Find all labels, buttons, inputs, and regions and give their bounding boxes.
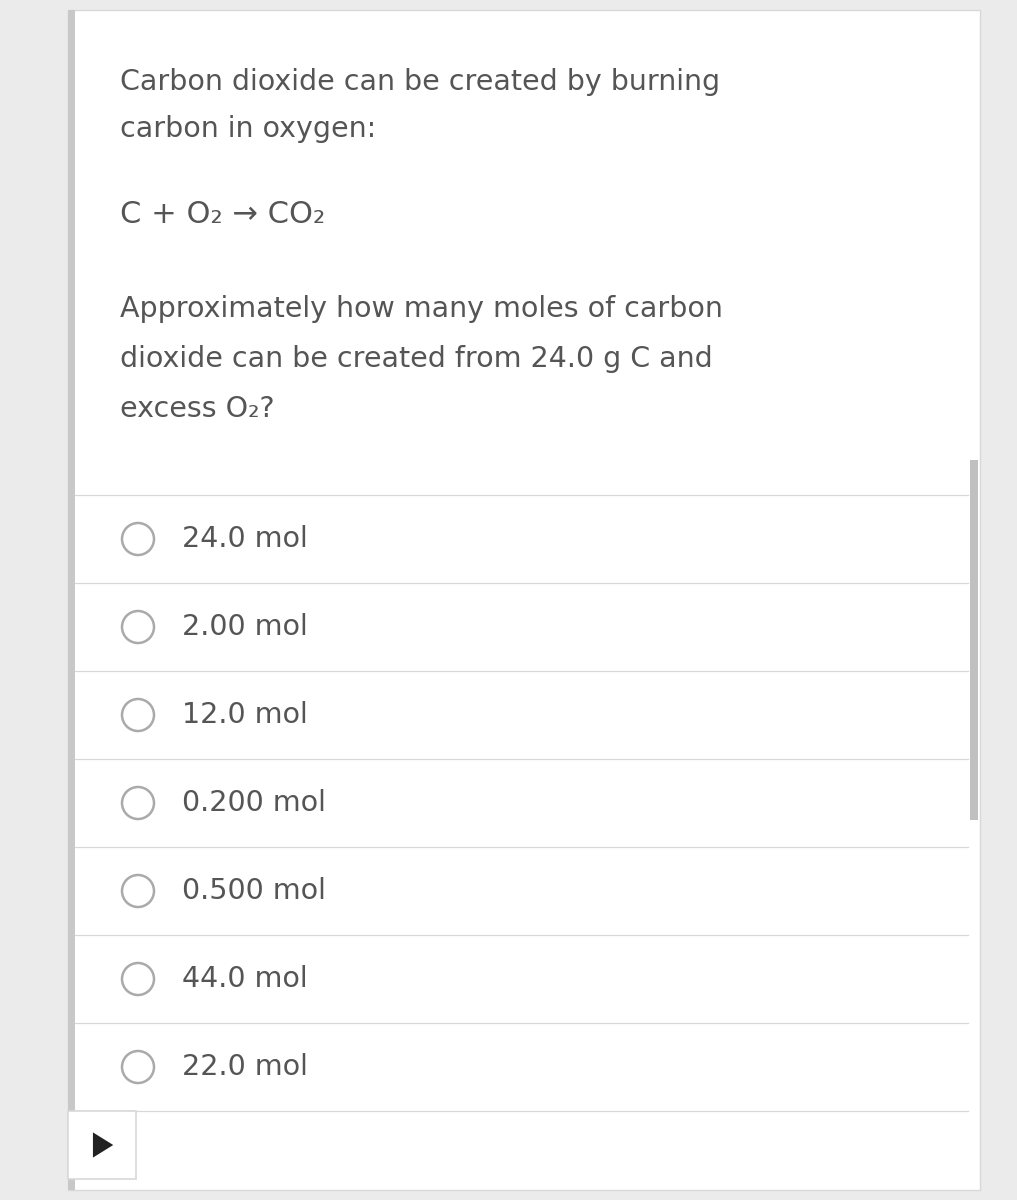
Text: Carbon dioxide can be created by burning: Carbon dioxide can be created by burning [120,68,720,96]
Text: 0.500 mol: 0.500 mol [182,877,325,905]
Text: 22.0 mol: 22.0 mol [182,1054,308,1081]
Text: 0.200 mol: 0.200 mol [182,790,325,817]
Text: 12.0 mol: 12.0 mol [182,701,308,728]
Text: C + O₂ → CO₂: C + O₂ → CO₂ [120,200,325,229]
Bar [970,460,978,820]
Text: 44.0 mol: 44.0 mol [182,965,307,994]
Text: 2.00 mol: 2.00 mol [182,613,308,641]
Text: 24.0 mol: 24.0 mol [182,526,308,553]
Text: Approximately how many moles of carbon: Approximately how many moles of carbon [120,295,723,323]
Bar [68,10,980,1190]
Text: dioxide can be created from 24.0 g C and: dioxide can be created from 24.0 g C and [120,346,713,373]
Bar [68,1111,136,1178]
Text: carbon in oxygen:: carbon in oxygen: [120,115,376,143]
Text: excess O₂?: excess O₂? [120,395,275,422]
Polygon shape [93,1133,113,1158]
Bar [68,10,75,1190]
